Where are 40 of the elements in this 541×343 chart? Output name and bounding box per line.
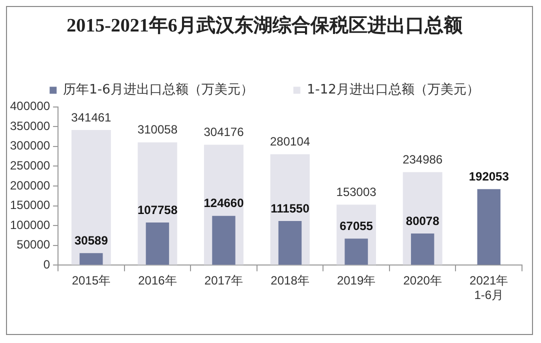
- data-label: 80078: [406, 214, 440, 228]
- data-label: 107758: [137, 202, 178, 217]
- bar: [71, 130, 111, 265]
- y-tick-label: 400000: [10, 99, 50, 114]
- data-label: 153003: [336, 184, 377, 199]
- y-tick-label: 0: [43, 258, 50, 272]
- chart-title: 2015-2021年6月武汉东湖综合保税区进出口总额: [66, 14, 464, 36]
- x-tick-label: 2020年: [403, 274, 442, 288]
- x-tick-label: 2021年 1-6月: [470, 274, 508, 302]
- data-label: 234986: [402, 152, 443, 166]
- bar: [80, 253, 103, 265]
- bar: [212, 216, 236, 265]
- y-tick-label: 100000: [10, 218, 50, 232]
- data-label: 192053: [468, 169, 510, 184]
- y-tick-label: 350000: [10, 118, 50, 133]
- data-label: 67055: [340, 218, 374, 233]
- y-tick-label: 150000: [10, 198, 50, 212]
- x-tick-label: 2015年: [72, 274, 111, 288]
- legend-label: 1-12月进出口总额（万美元）: [306, 82, 480, 98]
- bar: [477, 189, 500, 265]
- legend-label: 历年1-6月进出口总额（万美元）: [63, 82, 254, 98]
- y-tick-label: 50000: [16, 238, 50, 252]
- bar: [146, 222, 170, 265]
- y-tick-label: 200000: [10, 178, 50, 192]
- bar: [344, 238, 368, 265]
- data-label: 124660: [204, 196, 244, 210]
- x-tick-label: 2018年: [270, 274, 310, 288]
- data-label: 341461: [71, 110, 112, 124]
- x-tick-label: 2016年: [138, 274, 177, 288]
- x-tick-label: 2019年: [336, 274, 376, 288]
- data-label: 111550: [270, 201, 310, 216]
- data-label: 310058: [137, 122, 178, 137]
- data-label: 30589: [74, 233, 108, 248]
- data-label: 304176: [204, 125, 244, 140]
- data-label: 280104: [270, 134, 310, 149]
- bar: [278, 221, 302, 265]
- bar: [410, 233, 434, 265]
- x-tick-label: 2017年: [204, 274, 244, 288]
- y-tick-label: 250000: [10, 158, 50, 173]
- y-tick-label: 300000: [10, 138, 50, 153]
